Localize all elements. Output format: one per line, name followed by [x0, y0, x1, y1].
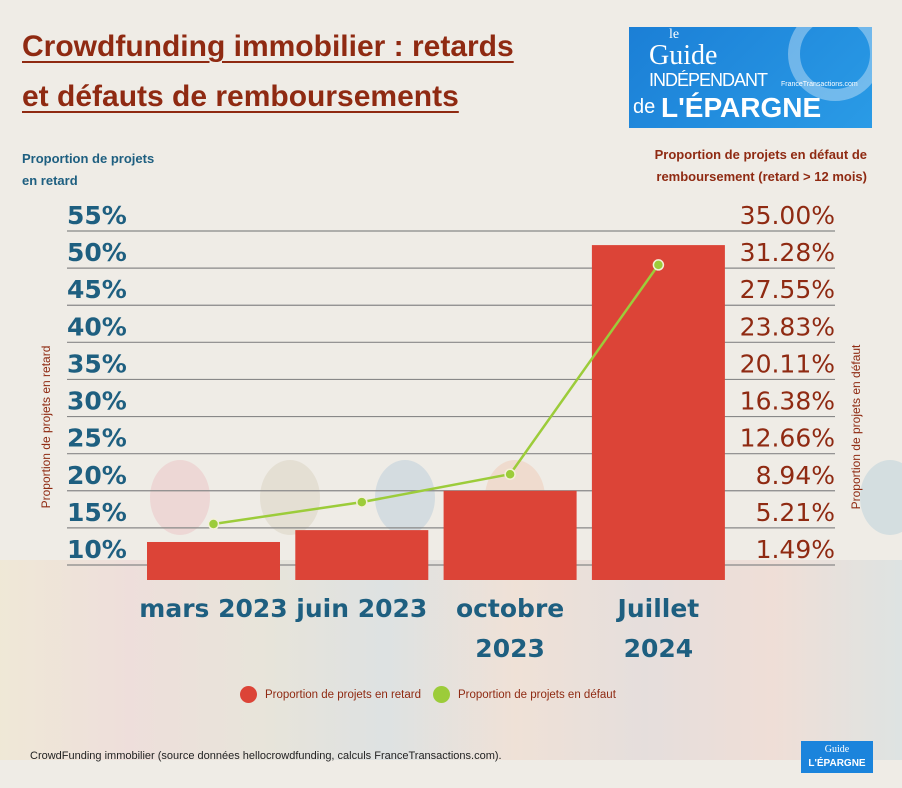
title-line-2: et défauts de remboursements [22, 80, 459, 113]
logo-text: de [633, 96, 656, 118]
source-footnote: CrowdFunding immobilier (source données … [30, 750, 502, 762]
logo-text: FranceTransactions.com [781, 81, 858, 88]
category-label: 2024 [624, 634, 694, 663]
left-tick-label: 50% [67, 238, 127, 267]
title-line-1: Crowdfunding immobilier : retards [22, 30, 514, 63]
legend: Proportion de projets en retard Proporti… [240, 686, 616, 703]
category-label: Juillet [616, 594, 700, 623]
guide-epargne-logo: le Guide INDÉPENDANT de L'ÉPARGNE France… [629, 27, 872, 128]
right-tick-label: 12.66% [740, 424, 835, 453]
bar [295, 530, 429, 580]
left-axis-title: Proportion de projets en retard [22, 151, 155, 188]
left-tick-label: 55% [67, 201, 127, 230]
logo-text: le [669, 27, 680, 42]
logo-text: INDÉPENDANT [649, 70, 768, 90]
left-tick-label: 45% [67, 275, 127, 304]
right-tick-label: 1.49% [756, 535, 835, 564]
line-point [652, 259, 665, 271]
right-tick-label: 16.38% [740, 387, 835, 416]
bar [147, 541, 280, 580]
legend-line-swatch [432, 686, 450, 703]
category-label: 2023 [475, 634, 545, 663]
line-point [207, 518, 220, 530]
right-tick-label: 8.94% [756, 461, 835, 490]
left-tick-label: 25% [67, 424, 127, 453]
left-tick-label: 15% [67, 498, 127, 527]
right-axis-title: Proportion de projets en défaut de rembo… [654, 147, 867, 184]
bar [443, 490, 577, 580]
legend-line-label: Proportion de projets en défaut [457, 688, 616, 701]
right-tick-label: 27.55% [740, 275, 835, 304]
default-line [213, 264, 660, 526]
right-tick-label: 20.11% [740, 349, 835, 378]
category-label: octobre [456, 594, 564, 623]
left-tick-label: 20% [67, 461, 127, 490]
legend-bar-label: Proportion de projets en retard [265, 688, 421, 701]
right-tick-label: 35.00% [740, 201, 835, 230]
left-tick-label: 30% [67, 387, 127, 416]
mini-logo: Guide L'ÉPARGNE [801, 741, 873, 773]
line-point [504, 468, 516, 480]
left-tick-label: 10% [67, 535, 127, 564]
chart-title: Crowdfunding immobilier : retards et déf… [22, 22, 514, 122]
bar [591, 245, 725, 580]
line-point [356, 496, 368, 508]
left-tick-label: 40% [67, 312, 127, 341]
category-label: mars 2023 [139, 594, 287, 623]
logo-text: L'ÉPARGNE [661, 92, 822, 123]
right-tick-label: 23.83% [740, 312, 835, 341]
legend-bar-swatch [240, 686, 257, 703]
right-tick-label: 31.28% [740, 238, 835, 267]
left-tick-label: 35% [67, 349, 127, 378]
category-label: juin 2023 [295, 594, 427, 623]
logo-text: Guide [649, 40, 718, 71]
right-tick-label: 5.21% [756, 498, 835, 527]
